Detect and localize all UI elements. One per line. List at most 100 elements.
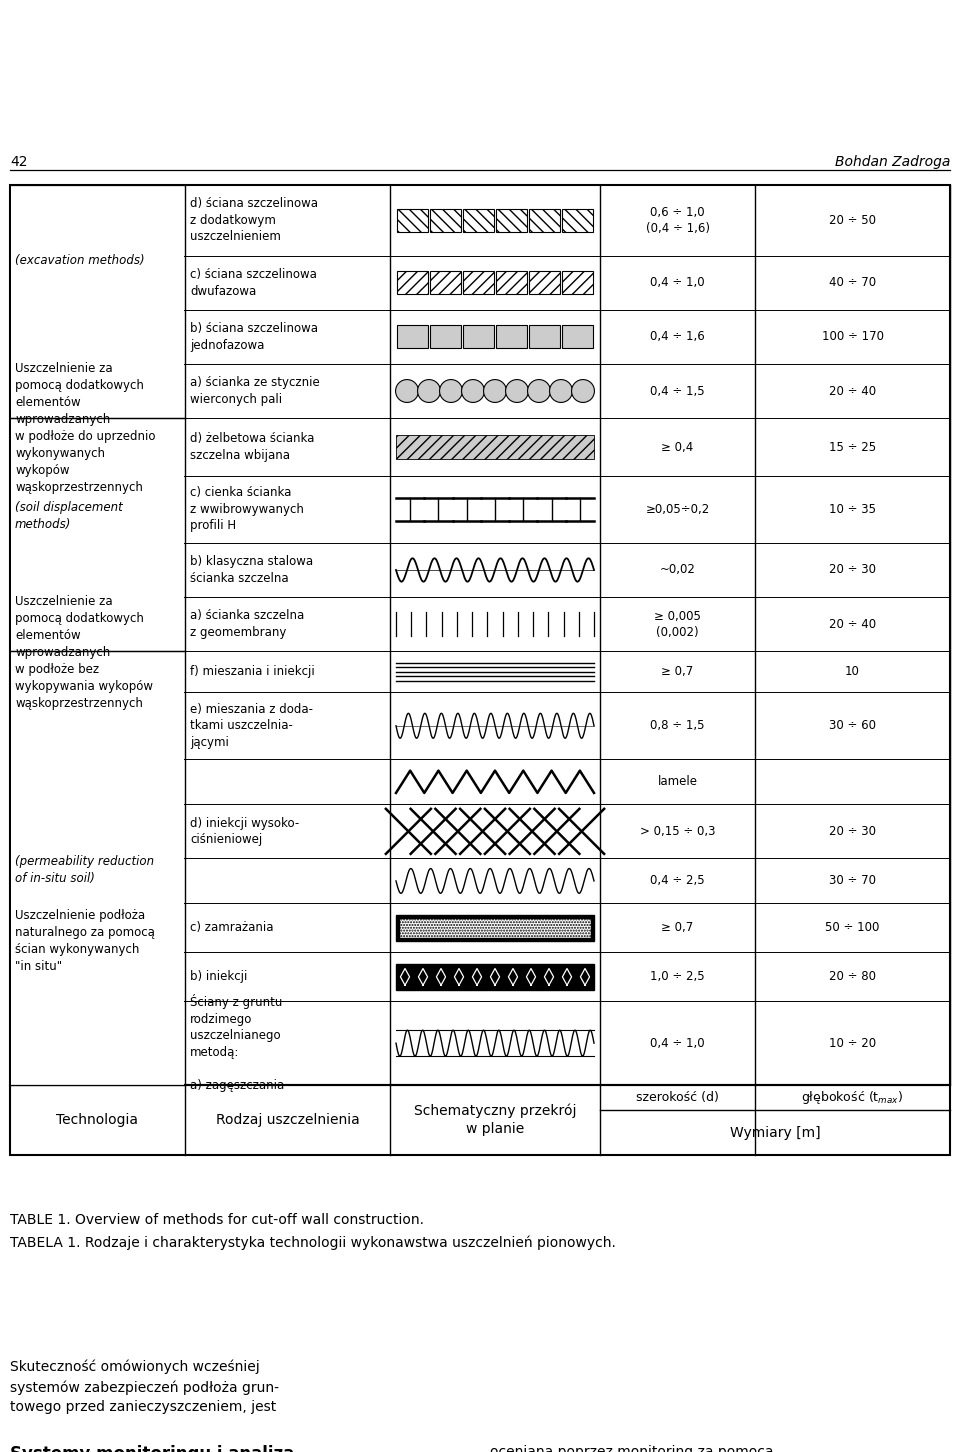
Circle shape <box>484 379 507 402</box>
Text: Skuteczność omówionych wcześniej
systemów zabezpieczeń podłoża grun-
towego prze: Skuteczność omówionych wcześniej systemó… <box>10 1361 279 1414</box>
Bar <box>496 325 527 348</box>
Text: Uszczelnienie podłoża
naturalnego za pomocą
ścian wykonywanych
"in situ": Uszczelnienie podłoża naturalnego za pom… <box>15 909 155 973</box>
Text: 10 ÷ 35: 10 ÷ 35 <box>829 502 876 515</box>
Bar <box>396 436 594 459</box>
Text: a) ścianka ze stycznie
wierconych pali: a) ścianka ze stycznie wierconych pali <box>190 376 320 405</box>
Text: 0,8 ÷ 1,5: 0,8 ÷ 1,5 <box>650 719 705 732</box>
Text: Schematyczny przekrój
w planie: Schematyczny przekrój w planie <box>414 1104 576 1137</box>
Text: c) zamrażania: c) zamrażania <box>190 922 274 935</box>
Text: 0,4 ÷ 2,5: 0,4 ÷ 2,5 <box>650 874 705 887</box>
Text: ~0,02: ~0,02 <box>660 563 695 576</box>
Text: Uszczelnienie za
pomocą dodatkowych
elementów
wprowadzanych
w podłoże bez
wykopy: Uszczelnienie za pomocą dodatkowych elem… <box>15 595 153 710</box>
Text: 20 ÷ 50: 20 ÷ 50 <box>829 213 876 227</box>
Bar <box>430 272 461 295</box>
Bar <box>11 186 184 418</box>
Text: e) mieszania z doda-
tkami uszczelnia-
jącymi: e) mieszania z doda- tkami uszczelnia- j… <box>190 703 313 749</box>
Text: 40 ÷ 70: 40 ÷ 70 <box>828 276 876 289</box>
Circle shape <box>440 379 463 402</box>
Text: Technologia: Technologia <box>57 1114 138 1127</box>
Text: 0,4 ÷ 1,6: 0,4 ÷ 1,6 <box>650 331 705 344</box>
Bar <box>11 418 184 650</box>
Text: 10: 10 <box>845 665 860 678</box>
Text: 42: 42 <box>10 155 28 168</box>
Text: b) iniekcji: b) iniekcji <box>190 970 248 983</box>
Bar <box>529 272 560 295</box>
Text: 100 ÷ 170: 100 ÷ 170 <box>822 331 883 344</box>
Text: oceniana poprzez monitoring za pomocą
specjalnych urządzeń instalowanych:
• bezp: oceniana poprzez monitoring za pomocą sp… <box>490 1445 774 1452</box>
Bar <box>396 964 594 990</box>
Text: ≥ 0,7: ≥ 0,7 <box>661 922 694 935</box>
Text: d) ściana szczelinowa
z dodatkowym
uszczelnieniem: d) ściana szczelinowa z dodatkowym uszcz… <box>190 197 318 244</box>
Bar <box>430 325 461 348</box>
Text: ≥0,05÷0,2: ≥0,05÷0,2 <box>645 502 709 515</box>
Text: 0,4 ÷ 1,0: 0,4 ÷ 1,0 <box>650 276 705 289</box>
Text: (permeability reduction
of in-situ soil): (permeability reduction of in-situ soil) <box>15 855 155 884</box>
Bar <box>396 915 594 941</box>
Bar <box>529 209 560 232</box>
Text: 0,4 ÷ 1,0: 0,4 ÷ 1,0 <box>650 1037 705 1050</box>
Text: 0,6 ÷ 1,0
(0,4 ÷ 1,6): 0,6 ÷ 1,0 (0,4 ÷ 1,6) <box>645 206 709 235</box>
Text: ≥ 0,005
(0,002): ≥ 0,005 (0,002) <box>654 610 701 639</box>
Circle shape <box>506 379 528 402</box>
Text: 30 ÷ 60: 30 ÷ 60 <box>829 719 876 732</box>
Text: 20 ÷ 40: 20 ÷ 40 <box>828 617 876 630</box>
Text: 10 ÷ 20: 10 ÷ 20 <box>828 1037 876 1050</box>
Bar <box>463 272 494 295</box>
Bar <box>397 209 428 232</box>
Text: 30 ÷ 70: 30 ÷ 70 <box>829 874 876 887</box>
Bar <box>496 272 527 295</box>
Text: lamele: lamele <box>658 775 698 788</box>
Bar <box>397 325 428 348</box>
Text: b) ściana szczelinowa
jednofazowa: b) ściana szczelinowa jednofazowa <box>190 322 318 351</box>
Bar <box>562 209 593 232</box>
Circle shape <box>528 379 550 402</box>
Text: 0,4 ÷ 1,5: 0,4 ÷ 1,5 <box>650 385 705 398</box>
Bar <box>10 1085 950 1154</box>
Text: d) iniekcji wysoko-
ciśnieniowej: d) iniekcji wysoko- ciśnieniowej <box>190 816 300 847</box>
Bar <box>496 209 527 232</box>
Text: głębokość (t$_{max}$): głębokość (t$_{max}$) <box>802 1089 903 1106</box>
Bar <box>562 272 593 295</box>
Circle shape <box>571 379 594 402</box>
Text: (excavation methods): (excavation methods) <box>15 254 145 267</box>
Text: 20 ÷ 30: 20 ÷ 30 <box>829 825 876 838</box>
Text: a) ścianka szczelna
z geomembrany: a) ścianka szczelna z geomembrany <box>190 610 304 639</box>
Text: Rodzaj uszczelnienia: Rodzaj uszczelnienia <box>216 1114 359 1127</box>
Circle shape <box>462 379 485 402</box>
Bar <box>463 325 494 348</box>
Text: 50 ÷ 100: 50 ÷ 100 <box>826 922 879 935</box>
Text: ≥ 0,4: ≥ 0,4 <box>661 440 694 453</box>
Text: 20 ÷ 40: 20 ÷ 40 <box>828 385 876 398</box>
Text: 20 ÷ 30: 20 ÷ 30 <box>829 563 876 576</box>
Text: 20 ÷ 80: 20 ÷ 80 <box>829 970 876 983</box>
Text: > 0,15 ÷ 0,3: > 0,15 ÷ 0,3 <box>639 825 715 838</box>
Bar <box>399 918 591 938</box>
Text: Ściany z gruntu
rodzimego
uszczelnianego
metodą:

a) zagęszczania: Ściany z gruntu rodzimego uszczelnianego… <box>190 995 284 1092</box>
Bar <box>397 272 428 295</box>
Text: TABELA 1. Rodzaje i charakterystyka technologii wykonawstwa uszczelnień pionowyc: TABELA 1. Rodzaje i charakterystyka tech… <box>10 1236 616 1250</box>
Text: 1,0 ÷ 2,5: 1,0 ÷ 2,5 <box>650 970 705 983</box>
Circle shape <box>396 379 419 402</box>
Circle shape <box>418 379 441 402</box>
Text: Bohdan Zadroga: Bohdan Zadroga <box>834 155 950 168</box>
Text: ≥ 0,7: ≥ 0,7 <box>661 665 694 678</box>
Text: b) klasyczna stalowa
ścianka szczelna: b) klasyczna stalowa ścianka szczelna <box>190 555 313 585</box>
Bar <box>562 325 593 348</box>
Text: Systemy monitoringu i analiza
ryzyka zanieczyszczenia podłoża
gruntowego: Systemy monitoringu i analiza ryzyka zan… <box>10 1445 316 1452</box>
Text: Wymiary [m]: Wymiary [m] <box>730 1125 820 1140</box>
Text: (soil displacement
methods): (soil displacement methods) <box>15 501 123 531</box>
Bar <box>430 209 461 232</box>
Bar <box>10 184 950 1085</box>
Circle shape <box>549 379 572 402</box>
Bar <box>463 209 494 232</box>
Bar <box>11 652 184 1085</box>
Text: szerokość (d): szerokość (d) <box>636 1090 719 1104</box>
Text: c) ściana szczelinowa
dwufazowa: c) ściana szczelinowa dwufazowa <box>190 269 317 298</box>
Text: 15 ÷ 25: 15 ÷ 25 <box>828 440 876 453</box>
Bar <box>529 325 560 348</box>
Text: TABLE 1. Overview of methods for cut-off wall construction.: TABLE 1. Overview of methods for cut-off… <box>10 1212 424 1227</box>
Text: c) cienka ścianka
z wwibrowywanych
profili H: c) cienka ścianka z wwibrowywanych profi… <box>190 486 304 533</box>
Text: Uszczelnienie za
pomocą dodatkowych
elementów
wprowadzanych
w podłoże do uprzedn: Uszczelnienie za pomocą dodatkowych elem… <box>15 362 156 494</box>
Text: d) żelbetowa ścianka
szczelna wbijana: d) żelbetowa ścianka szczelna wbijana <box>190 433 314 462</box>
Text: f) mieszania i iniekcji: f) mieszania i iniekcji <box>190 665 315 678</box>
